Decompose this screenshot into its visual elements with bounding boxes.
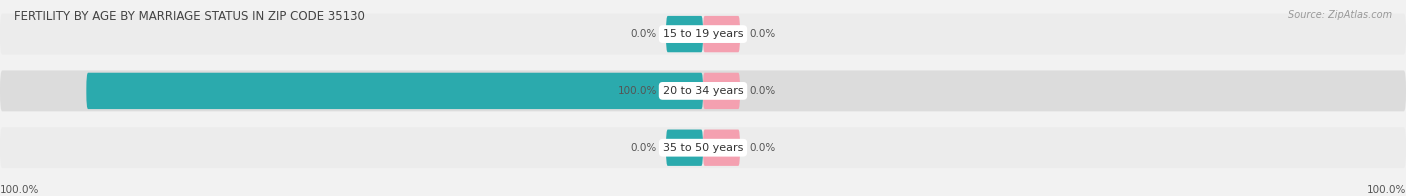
Text: 0.0%: 0.0% [749,29,776,39]
FancyBboxPatch shape [666,16,703,52]
Text: 100.0%: 100.0% [617,86,657,96]
FancyBboxPatch shape [703,73,740,109]
Text: 100.0%: 100.0% [1367,185,1406,195]
Text: 0.0%: 0.0% [749,143,776,153]
FancyBboxPatch shape [0,70,1406,111]
Text: 0.0%: 0.0% [749,86,776,96]
FancyBboxPatch shape [703,130,740,166]
Text: 20 to 34 years: 20 to 34 years [662,86,744,96]
Text: 35 to 50 years: 35 to 50 years [662,143,744,153]
Text: Source: ZipAtlas.com: Source: ZipAtlas.com [1288,10,1392,20]
FancyBboxPatch shape [703,16,740,52]
Text: 0.0%: 0.0% [630,29,657,39]
Text: 100.0%: 100.0% [0,185,39,195]
FancyBboxPatch shape [0,14,1406,54]
FancyBboxPatch shape [0,127,1406,168]
Text: FERTILITY BY AGE BY MARRIAGE STATUS IN ZIP CODE 35130: FERTILITY BY AGE BY MARRIAGE STATUS IN Z… [14,10,366,23]
FancyBboxPatch shape [666,130,703,166]
Text: 15 to 19 years: 15 to 19 years [662,29,744,39]
Text: 0.0%: 0.0% [630,143,657,153]
FancyBboxPatch shape [86,73,703,109]
